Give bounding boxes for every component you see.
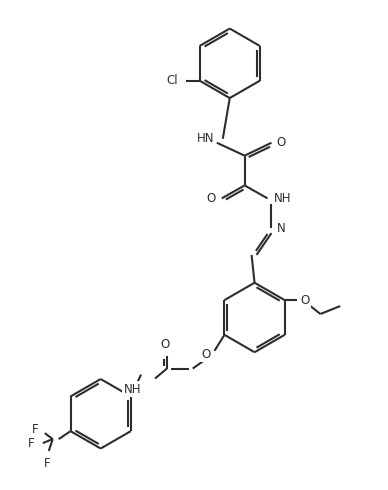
Text: Cl: Cl [166, 74, 178, 87]
Text: F: F [43, 457, 50, 470]
Text: HN: HN [197, 132, 215, 145]
Text: NH: NH [123, 383, 141, 395]
Text: O: O [206, 192, 216, 205]
Text: O: O [301, 294, 310, 307]
Text: O: O [276, 136, 286, 149]
Text: O: O [160, 338, 170, 351]
Text: O: O [201, 348, 211, 361]
Text: F: F [32, 423, 39, 436]
Text: N: N [276, 221, 285, 235]
Text: F: F [28, 437, 35, 449]
Text: NH: NH [274, 192, 291, 205]
